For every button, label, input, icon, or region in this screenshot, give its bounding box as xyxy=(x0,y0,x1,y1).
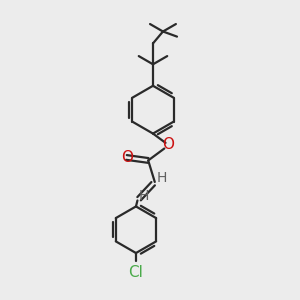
Text: Cl: Cl xyxy=(128,265,143,280)
Text: H: H xyxy=(138,189,148,203)
Text: O: O xyxy=(163,137,175,152)
Text: O: O xyxy=(121,150,133,165)
Text: H: H xyxy=(156,171,167,185)
